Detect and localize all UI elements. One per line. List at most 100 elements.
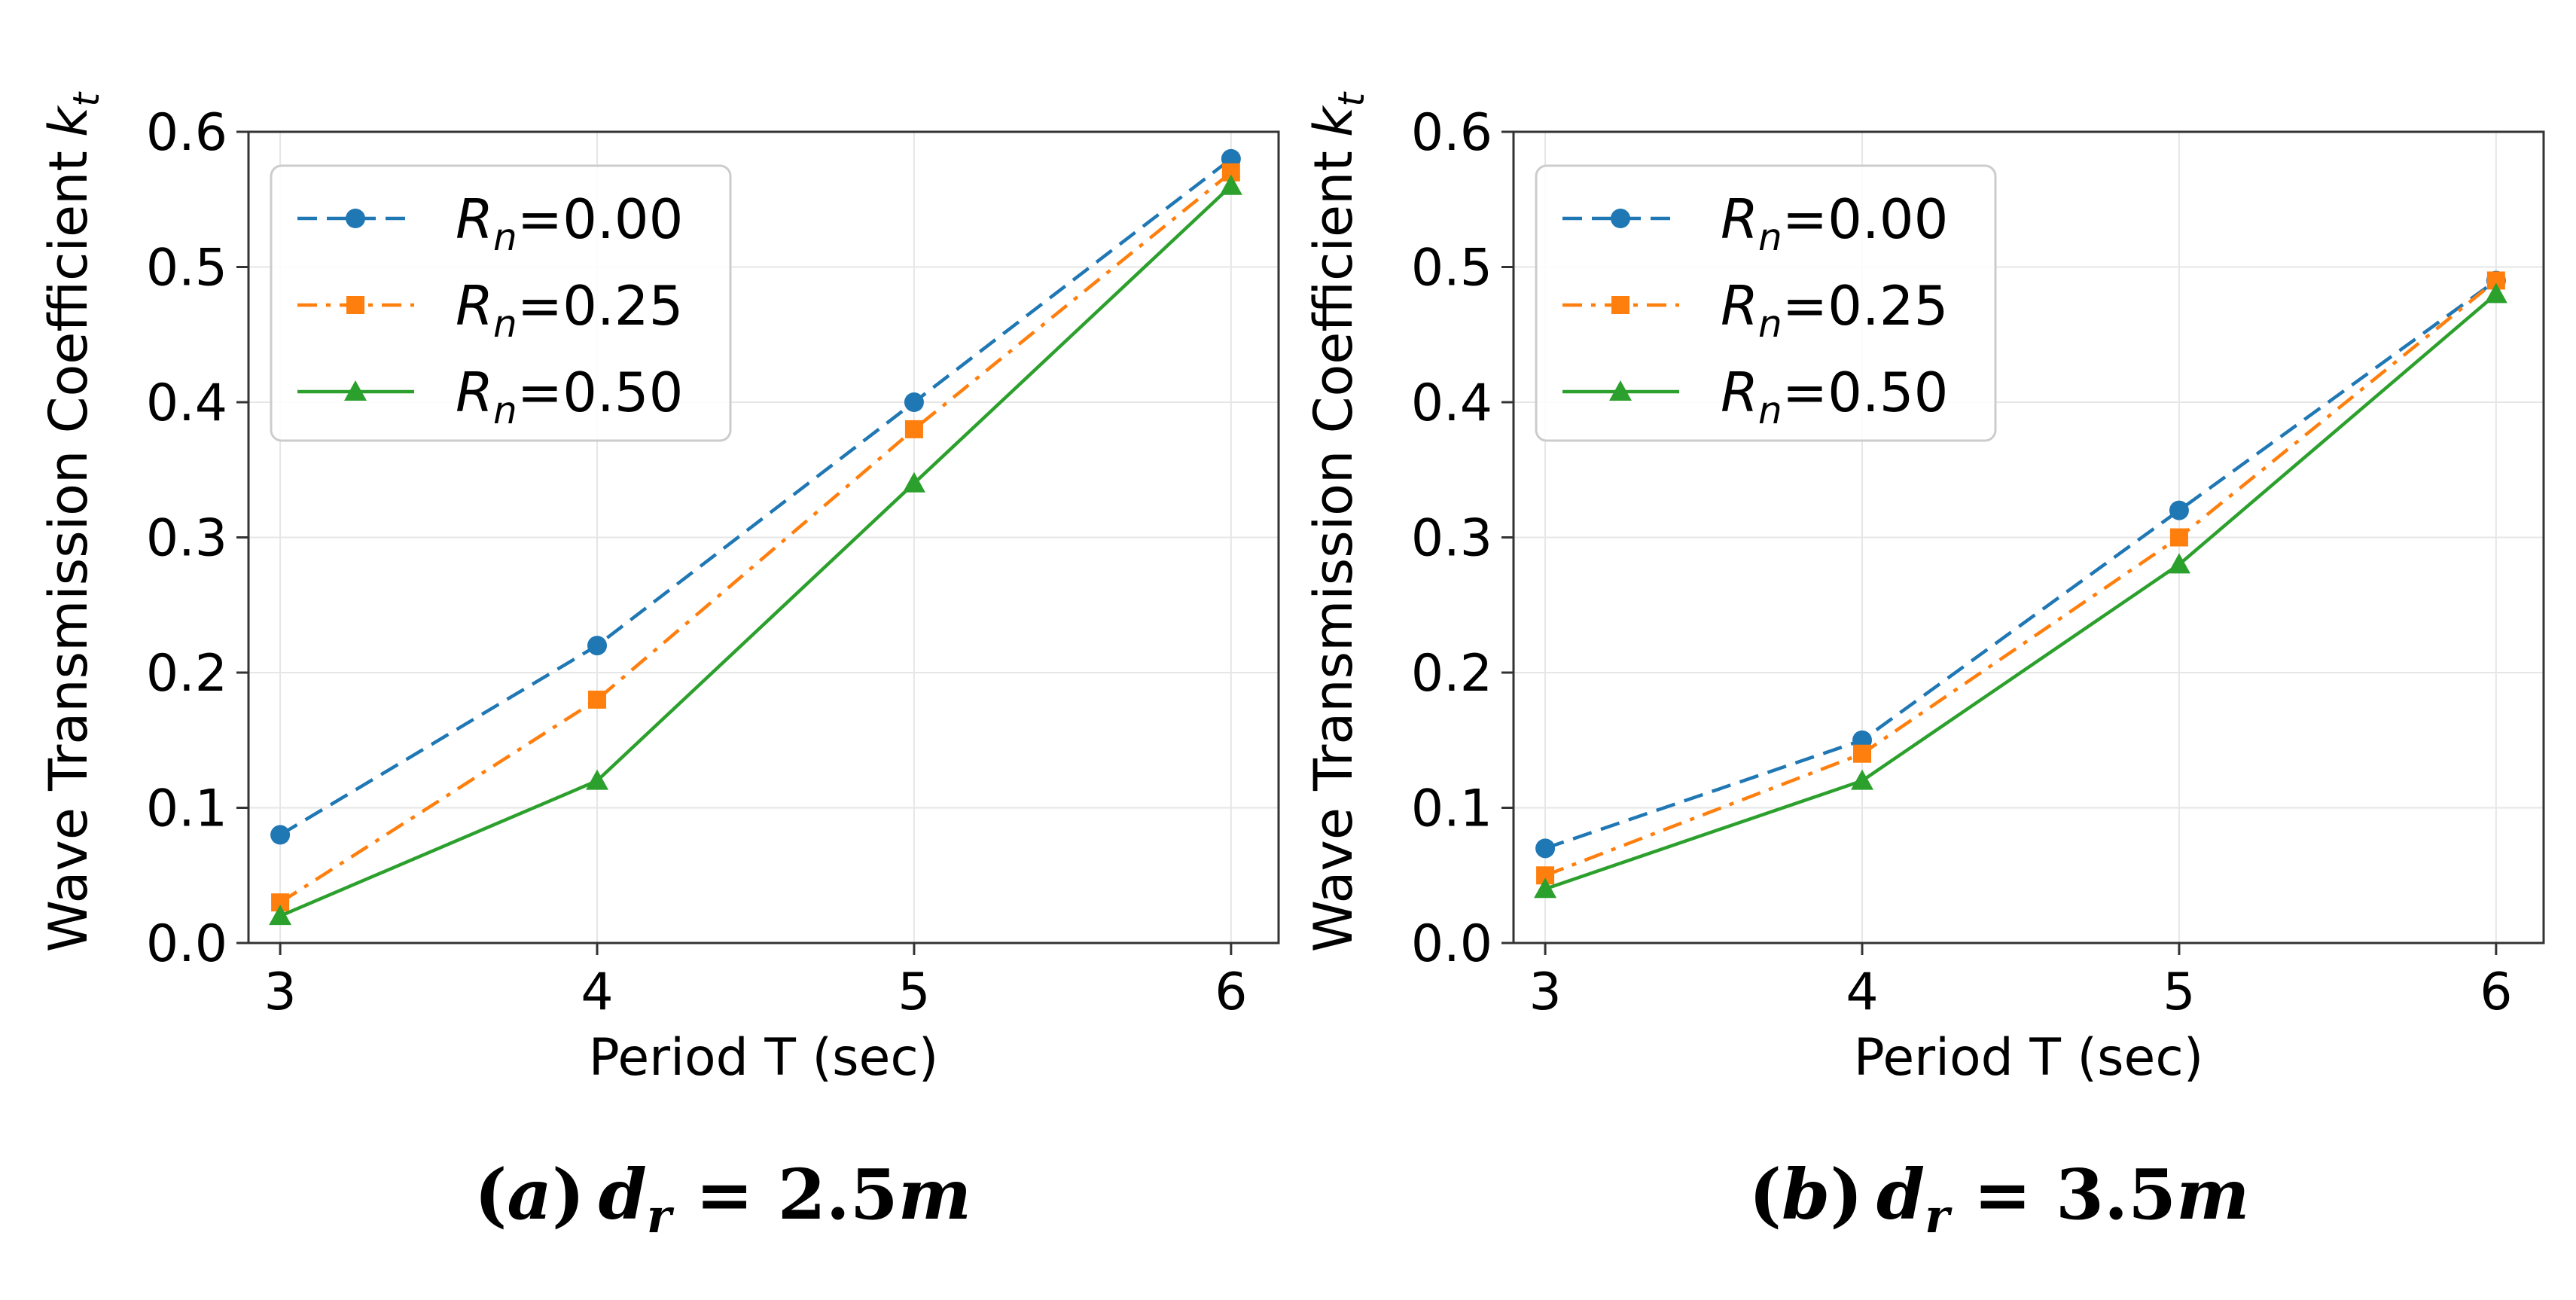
legend-value: =0.25 <box>1782 274 1949 337</box>
chart-panel-a: 0.0 0.1 0.2 0.3 0.4 0.5 0.6 3 4 5 6 Period T (sec) W… <box>38 91 1280 1088</box>
data-point-triangle <box>1219 174 1242 195</box>
legend-marker-circle <box>346 209 365 228</box>
series-line-0 <box>279 157 1233 837</box>
y-tick-label: 0.0 <box>1411 914 1492 974</box>
data-point-circle <box>1535 838 1556 859</box>
x-axis-label: Period T (sec) <box>1854 1028 2204 1088</box>
data-point-triangle <box>1851 769 1874 790</box>
legend-subscript: n <box>493 215 517 259</box>
series-line-2 <box>1544 292 2498 891</box>
legend-label-2: Rn=0.50 <box>1721 361 1948 432</box>
y-tick-label: 0.5 <box>1411 239 1492 298</box>
y-tick-label: 0.2 <box>146 644 227 703</box>
figure-caption-b: (b) dr = 3.5m <box>1749 1154 2250 1244</box>
caption-open: ( <box>1749 1154 1782 1235</box>
caption-unit: m <box>898 1154 971 1235</box>
y-axis-label-subscript: t <box>1331 91 1373 107</box>
legend-box <box>270 164 732 442</box>
legend-symbol: R <box>456 188 493 251</box>
data-point-triangle <box>2484 282 2507 304</box>
legend-symbol: R <box>1721 188 1758 251</box>
legend-marker-circle <box>1611 209 1630 228</box>
legend-label-0: Rn=0.00 <box>1721 188 1948 259</box>
y-tick-label: 0.0 <box>146 914 227 974</box>
caption-close: ) <box>552 1154 585 1235</box>
y-axis-label-symbol: k <box>38 105 99 137</box>
x-tick-label: 5 <box>2163 963 2195 1022</box>
caption-letter: a <box>507 1154 552 1235</box>
caption-variable: d <box>1876 1154 1925 1235</box>
y-axis-label-symbol: k <box>1303 105 1364 137</box>
legend-label-0: Rn=0.00 <box>456 188 683 259</box>
x-tick-label: 4 <box>1846 963 1878 1022</box>
legend-label-1: Rn=0.25 <box>456 274 683 346</box>
data-point-circle <box>587 636 608 656</box>
legend-box <box>1535 164 1997 442</box>
x-axis-label: Period T (sec) <box>589 1028 939 1088</box>
y-tick-label: 0.2 <box>1411 644 1492 703</box>
caption-value: = 3.5 <box>1950 1154 2176 1235</box>
legend-marker-triangle <box>1609 380 1632 401</box>
caption-subscript: r <box>647 1189 675 1244</box>
y-tick-label: 0.1 <box>1411 780 1492 839</box>
data-point-triangle <box>269 905 292 926</box>
caption-value: = 2.5 <box>672 1154 898 1235</box>
y-axis-label-subscript: t <box>66 91 108 107</box>
figure-caption-a: (a) dr = 2.5m <box>474 1154 971 1244</box>
caption-letter: b <box>1782 1154 1830 1235</box>
y-tick-label: 0.4 <box>146 374 227 433</box>
x-tick-label: 4 <box>581 963 613 1022</box>
legend-symbol: R <box>1721 274 1758 337</box>
y-tick-label: 0.4 <box>1411 374 1492 433</box>
y-axis-label-text: Wave Transmission Coefficient <box>1303 151 1364 952</box>
legend-label-2: Rn=0.50 <box>456 361 683 432</box>
series-line-1 <box>1544 279 2498 877</box>
legend-symbol: R <box>456 361 493 424</box>
x-tick-label: 6 <box>2480 963 2512 1022</box>
y-tick-label: 0.3 <box>146 509 227 569</box>
y-tick-label: 0.5 <box>146 239 227 298</box>
legend-value: =0.50 <box>517 361 684 424</box>
series-line-1 <box>279 171 1233 905</box>
y-tick-label: 0.3 <box>1411 509 1492 569</box>
data-point-circle <box>904 392 924 412</box>
y-axis-label: Wave Transmission Coefficient kt <box>1303 91 1373 953</box>
legend-subscript: n <box>1758 215 1782 259</box>
data-point-square <box>2169 528 2188 547</box>
legend-label-1: Rn=0.25 <box>1721 274 1948 346</box>
legend-marker-triangle <box>344 380 367 401</box>
x-tick-label: 5 <box>898 963 930 1022</box>
legend-marker-square <box>346 296 364 314</box>
y-tick-label: 0.1 <box>146 780 227 839</box>
data-point-triangle <box>1534 877 1557 899</box>
x-tick-label: 6 <box>1215 963 1247 1022</box>
data-point-circle <box>2169 500 2189 520</box>
data-point-triangle <box>902 471 925 493</box>
legend-marker-square <box>1611 296 1629 314</box>
legend-symbol: R <box>456 274 493 337</box>
y-axis-label-text: Wave Transmission Coefficient <box>38 151 99 952</box>
data-point-circle <box>270 825 291 845</box>
series-line-2 <box>279 185 1233 918</box>
caption-variable: d <box>599 1154 647 1235</box>
legend-value: =0.25 <box>517 274 684 337</box>
y-tick-label: 0.6 <box>146 103 227 163</box>
chart-panel-b: 0.0 0.1 0.2 0.3 0.4 0.5 0.6 3 4 5 6 Period T (sec) W… <box>1303 91 2545 1088</box>
legend-subscript: n <box>493 389 517 432</box>
caption-close: ) <box>1830 1154 1863 1235</box>
series-line-0 <box>1544 279 2498 850</box>
x-tick-label: 3 <box>264 963 296 1022</box>
legend-value: =0.50 <box>1782 361 1949 424</box>
y-axis-label: Wave Transmission Coefficient kt <box>38 91 108 953</box>
data-point-square <box>588 690 607 709</box>
x-tick-label: 3 <box>1529 963 1561 1022</box>
legend-value: =0.00 <box>517 188 684 251</box>
legend-subscript: n <box>1758 389 1782 432</box>
caption-open: ( <box>474 1154 508 1235</box>
caption-unit: m <box>2176 1154 2249 1235</box>
caption-subscript: r <box>1925 1189 1953 1244</box>
legend-subscript: n <box>493 302 517 346</box>
data-point-square <box>1853 744 1872 763</box>
legend-symbol: R <box>1721 361 1758 424</box>
